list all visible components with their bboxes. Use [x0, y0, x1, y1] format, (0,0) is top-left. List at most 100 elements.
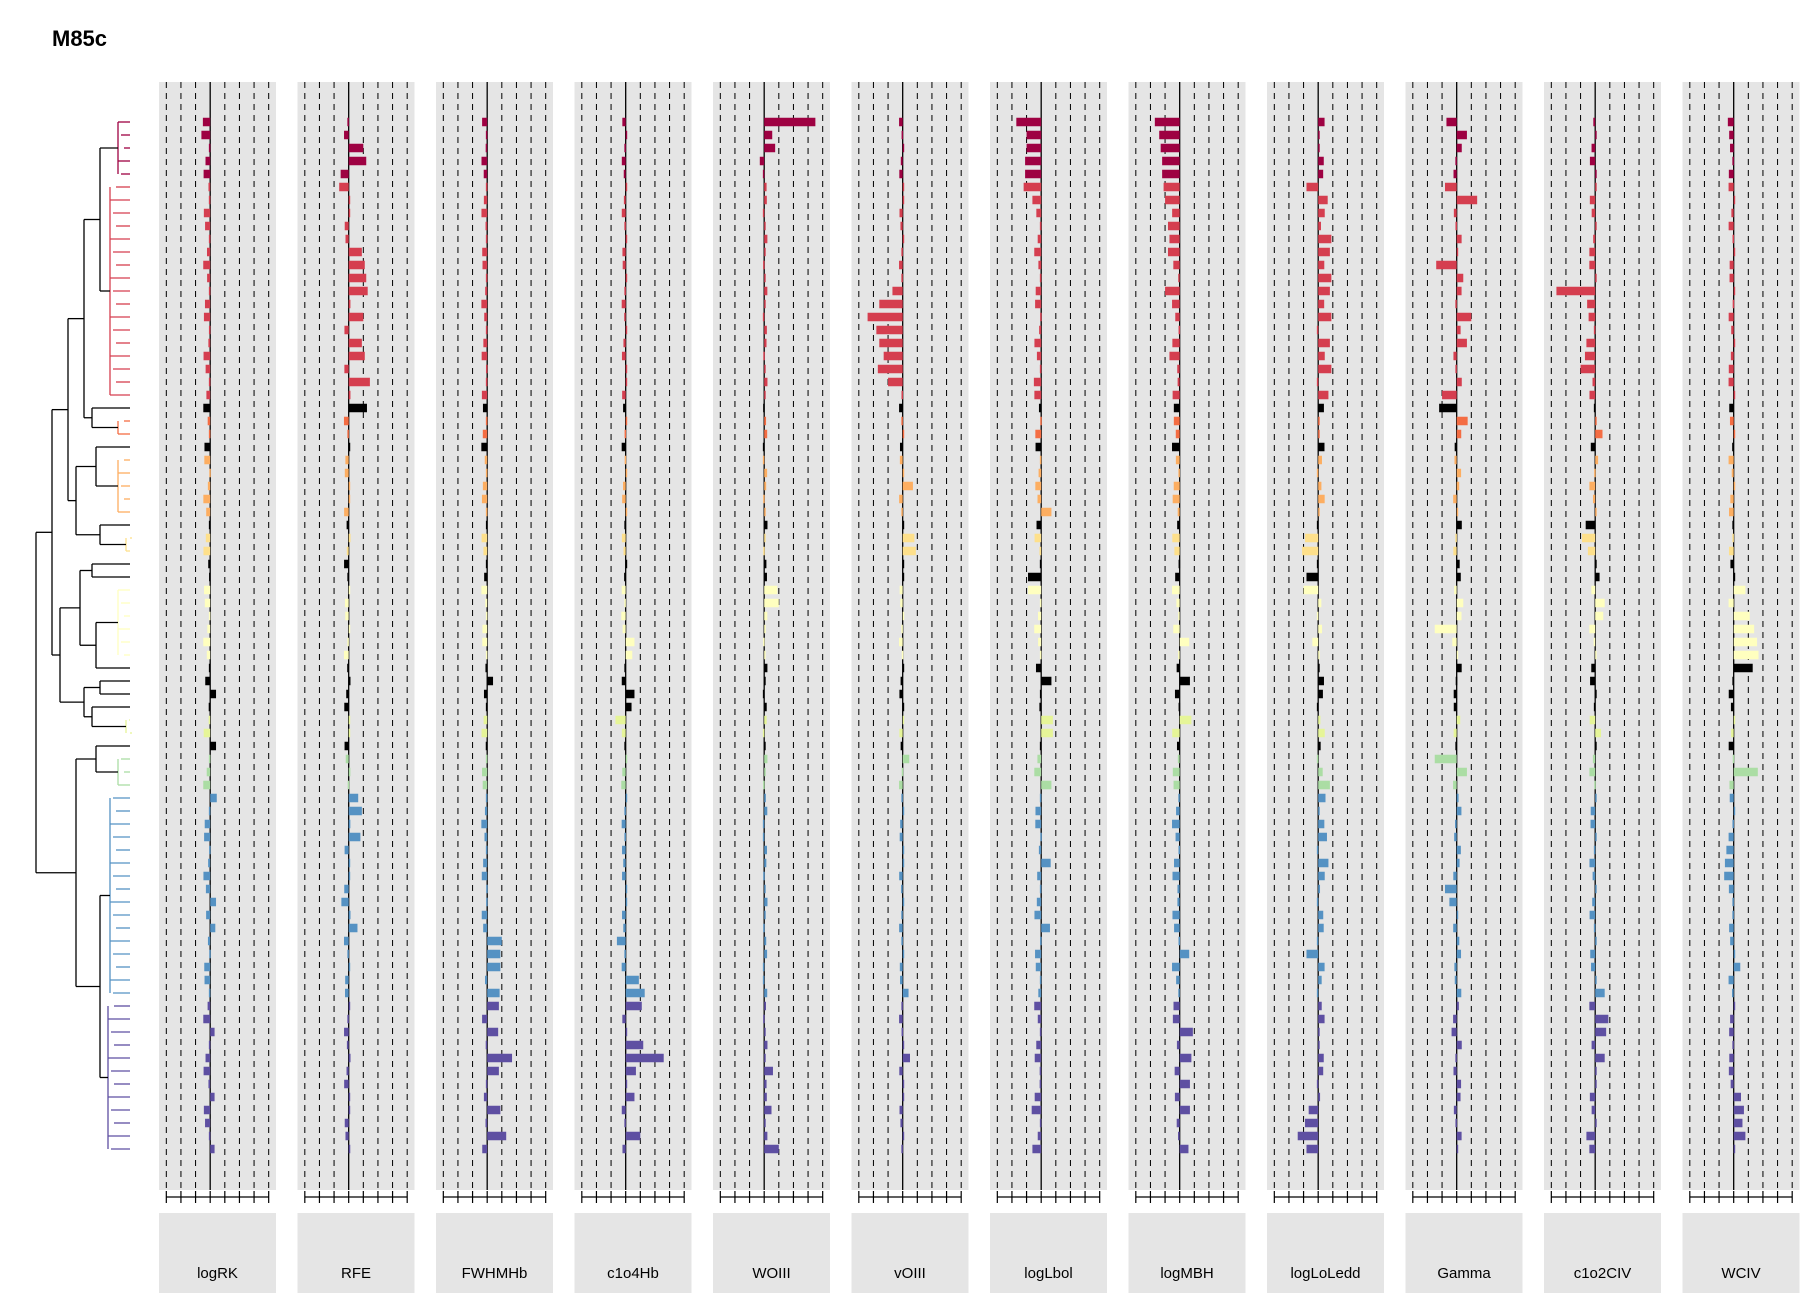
bar [625, 1027, 628, 1037]
bar [1312, 637, 1319, 647]
panel-background [1544, 82, 1661, 1190]
bar [482, 429, 488, 439]
bar [485, 1079, 488, 1089]
bar [1178, 559, 1181, 569]
bar [764, 897, 768, 907]
bar [902, 1092, 905, 1102]
bar [208, 663, 211, 673]
bar [902, 845, 905, 855]
bar [1162, 156, 1180, 166]
bar [1453, 546, 1457, 556]
bar [1595, 130, 1597, 140]
bar [1456, 520, 1462, 530]
bar [1733, 572, 1736, 582]
bar [1306, 949, 1319, 959]
bar [1732, 910, 1734, 920]
bar [1318, 767, 1323, 777]
bar [485, 650, 488, 660]
bar [1039, 273, 1042, 283]
bar [484, 312, 488, 322]
bar [1316, 520, 1319, 530]
bar [1038, 637, 1042, 647]
bar [901, 390, 903, 400]
bar [348, 962, 351, 972]
bar [625, 507, 628, 517]
panel-background [436, 82, 553, 1190]
bar [340, 169, 349, 179]
bar [485, 143, 488, 153]
bar [1160, 143, 1180, 153]
bar [1318, 403, 1324, 413]
bar [348, 923, 358, 933]
bar [482, 481, 488, 491]
bar [879, 338, 903, 348]
bar [204, 455, 211, 465]
bar [1733, 1001, 1736, 1011]
bar [1316, 754, 1319, 764]
bar [339, 182, 349, 192]
bar [1732, 754, 1735, 764]
bar [1173, 1001, 1180, 1011]
bar [1172, 299, 1180, 309]
panel-vOIII: -6048vOIII [851, 82, 969, 1293]
bar [1595, 1066, 1597, 1076]
bar [1172, 533, 1180, 543]
bar [764, 702, 767, 712]
bar [207, 936, 211, 946]
bar [900, 221, 903, 231]
bar [625, 650, 633, 660]
bar [1456, 338, 1467, 348]
bar [1456, 650, 1459, 660]
bar [899, 1014, 903, 1024]
bar [1178, 845, 1180, 855]
bar [763, 546, 765, 556]
bar [1728, 741, 1734, 751]
bar [764, 949, 768, 959]
panel-background [1682, 82, 1800, 1190]
bar [1595, 1118, 1597, 1128]
bar [204, 585, 211, 595]
bar [481, 585, 488, 595]
bar [1589, 624, 1596, 634]
bar [348, 338, 362, 348]
variable-label: vOIII [894, 1265, 926, 1282]
bar [1318, 312, 1332, 322]
bar [485, 754, 488, 764]
bar [206, 650, 211, 660]
bar [624, 832, 626, 842]
bar [623, 546, 626, 556]
bar [899, 442, 903, 452]
bar [1732, 533, 1734, 543]
bar [1589, 1092, 1596, 1102]
bar [205, 676, 211, 686]
panel-c1o2CIV: -6048c1o2CIV [1544, 82, 1661, 1293]
bar [764, 338, 767, 348]
bar [485, 468, 488, 478]
bar [625, 416, 628, 426]
bar [348, 1001, 351, 1011]
bar [1595, 988, 1605, 998]
bar [348, 390, 351, 400]
panel-Gamma: -6048Gamma [1405, 82, 1523, 1293]
dendrogram [35, 121, 132, 1150]
variable-label: logMBH [1160, 1265, 1213, 1282]
bar [1595, 611, 1604, 621]
bar [764, 624, 766, 634]
bar [203, 403, 211, 413]
bar [1167, 247, 1180, 257]
bar [1453, 1066, 1457, 1076]
bar [485, 598, 488, 608]
bar [1318, 234, 1332, 244]
bar [1172, 910, 1180, 920]
bar [1585, 520, 1596, 530]
bar [625, 754, 628, 764]
bar [485, 611, 488, 621]
panel-background [1128, 82, 1246, 1190]
bar [1173, 260, 1180, 270]
bar [1594, 780, 1596, 790]
strip-box [990, 1213, 1107, 1293]
bar [1318, 507, 1320, 517]
bar [1733, 806, 1736, 816]
bar [1034, 247, 1042, 257]
bar [201, 130, 211, 140]
